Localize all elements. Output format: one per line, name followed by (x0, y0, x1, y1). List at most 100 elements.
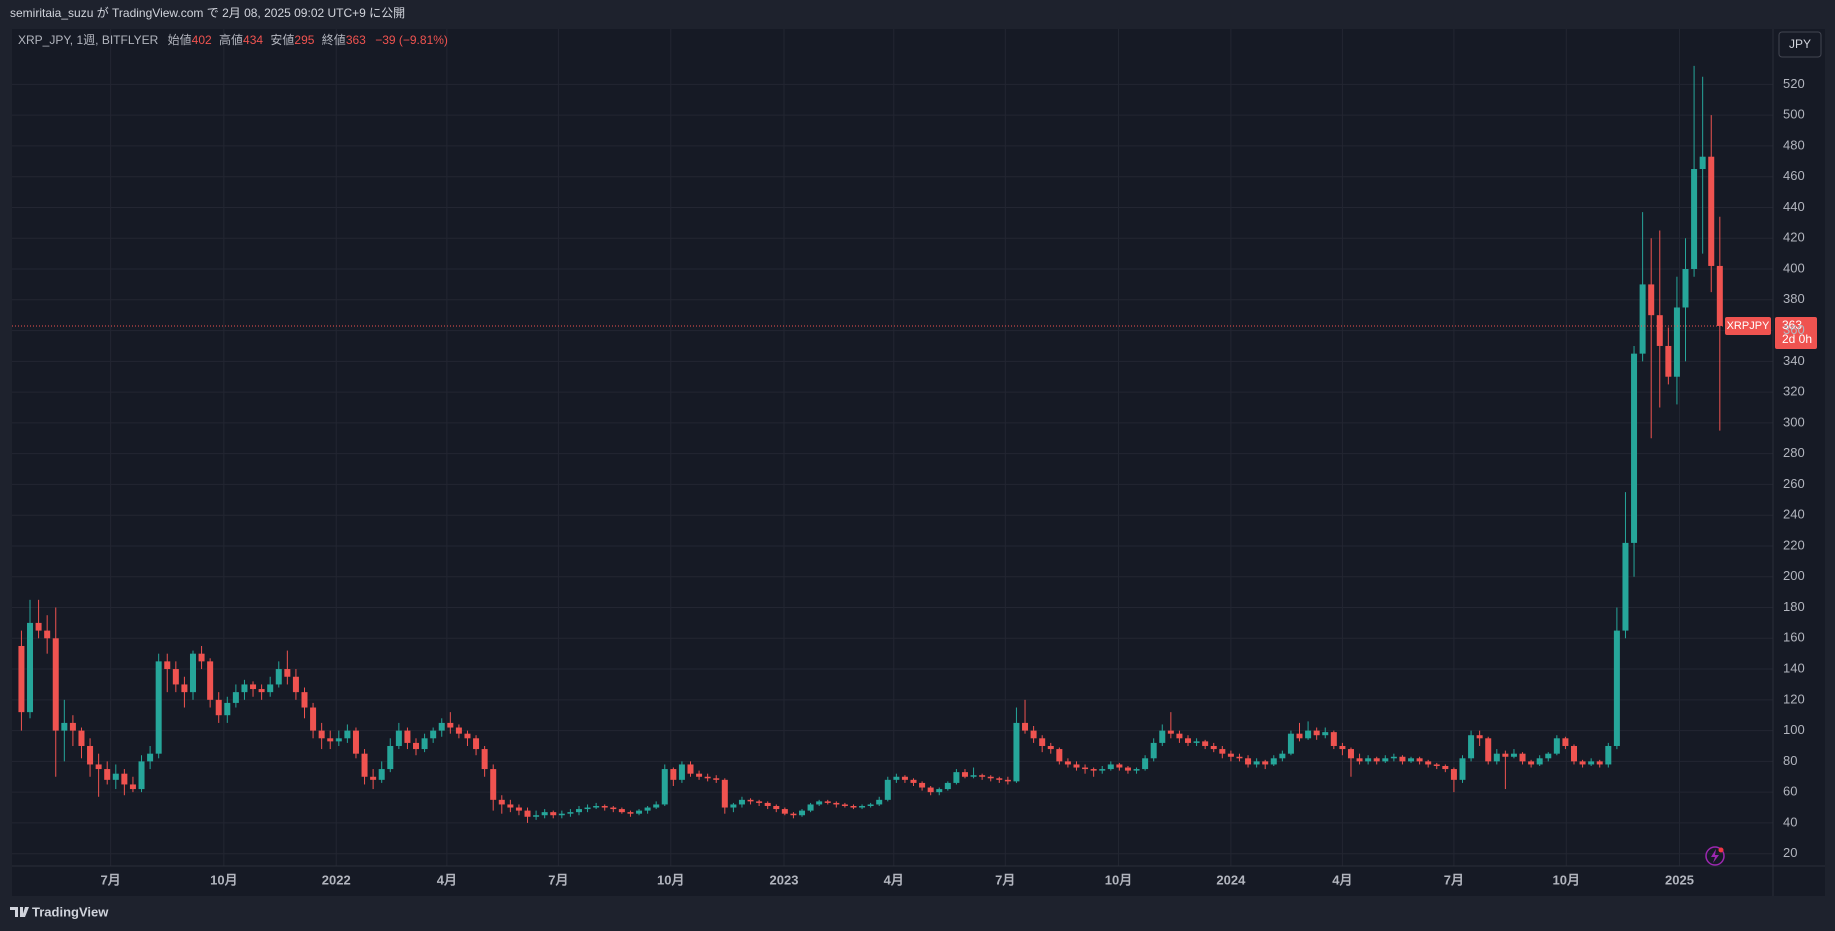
currency-button[interactable] (1778, 31, 1822, 58)
flash-icon[interactable] (1705, 846, 1725, 866)
candle-body (447, 722, 454, 728)
y-tick-label: 420 (1783, 230, 1805, 245)
candle-body (910, 779, 917, 783)
candle-body (284, 669, 291, 677)
candle-body (1699, 156, 1706, 170)
candle-body (961, 772, 968, 777)
candle-body (164, 661, 171, 670)
candle-body (1459, 758, 1466, 780)
candle-body (876, 799, 883, 805)
candle-body (936, 789, 943, 793)
candle-body (1322, 732, 1329, 736)
candle-body (593, 805, 600, 808)
candle-body (1073, 764, 1080, 768)
y-tick-label: 120 (1783, 691, 1805, 706)
candle-body (1176, 733, 1183, 739)
candle-body (1648, 284, 1655, 316)
candle-body (250, 684, 257, 690)
close-value: 363 (346, 33, 366, 47)
candle-body (1227, 753, 1234, 757)
candle-body (1262, 761, 1269, 765)
x-tick-label: 4月 (437, 872, 457, 887)
candle-body (533, 815, 540, 817)
candle-body (816, 801, 823, 805)
candle-body (241, 684, 248, 693)
candle-body (1605, 745, 1612, 765)
candle-body (1296, 733, 1303, 739)
legend: XRP_JPY, 1週, BITFLYER 始値402 高値434 安値295 … (18, 32, 448, 47)
candle-body (507, 804, 514, 808)
candle-body (387, 745, 394, 770)
candle-body (1691, 169, 1698, 270)
candle-body (1425, 761, 1432, 765)
candle-body (704, 776, 711, 779)
candle-body (601, 805, 608, 808)
candle-body (232, 692, 239, 703)
candle-body (352, 730, 359, 754)
candle-body (198, 653, 205, 662)
x-tick-label: 10月 (210, 872, 237, 887)
candle-body (721, 779, 728, 808)
candle-body (696, 773, 703, 777)
low-value: 295 (294, 33, 314, 47)
candle-body (112, 773, 119, 780)
candle-body (730, 804, 737, 808)
y-tick-label: 460 (1783, 168, 1805, 183)
candle-body (524, 810, 531, 817)
candle-body (970, 775, 977, 777)
chart-pane (12, 29, 1825, 896)
currency-label[interactable]: JPY (1789, 37, 1811, 51)
candle-body (1193, 741, 1200, 743)
candle-body (627, 812, 634, 814)
candle-body (1476, 735, 1483, 739)
candle-body (713, 778, 720, 780)
candle-body (1716, 265, 1723, 326)
candle-body (1519, 753, 1526, 762)
candle-body (1142, 758, 1149, 770)
candle-body (807, 804, 814, 811)
candle-body (498, 799, 505, 805)
countdown: 2d 0h (1782, 332, 1812, 346)
candle-body (335, 738, 342, 742)
y-tick-label: 480 (1783, 137, 1805, 152)
y-tick-label: 500 (1783, 107, 1805, 122)
x-tick-label: 4月 (884, 872, 904, 887)
candle-body (1365, 758, 1372, 762)
x-tick-label: 7月 (548, 872, 568, 887)
candle-body (1236, 756, 1243, 759)
candle-body (1588, 761, 1595, 765)
y-tick-label: 280 (1783, 445, 1805, 460)
candle-body (1107, 764, 1114, 770)
candle-body (1210, 745, 1217, 750)
candle-body (781, 809, 788, 814)
candle-body (129, 784, 136, 790)
candle-body (1022, 722, 1029, 731)
candle-body (1167, 730, 1174, 734)
candle-body (267, 684, 274, 693)
candle-body (1099, 769, 1106, 771)
candle-body (27, 622, 34, 713)
candle-body (773, 805, 780, 810)
x-tick-label: 2022 (322, 872, 351, 887)
price-tag (1775, 316, 1817, 349)
candle-body (215, 699, 222, 716)
candle-body (258, 689, 265, 693)
candle-body (515, 807, 522, 811)
candle-body (859, 805, 866, 808)
candle-body (1596, 761, 1603, 765)
candle-body (224, 702, 231, 716)
candle-body (1279, 753, 1286, 759)
y-tick-label: 200 (1783, 568, 1805, 583)
candle-body (884, 779, 891, 800)
candle-body (1545, 753, 1552, 759)
y-tick-label: 360 (1783, 322, 1805, 337)
y-tick-label: 340 (1783, 353, 1805, 368)
candle-body (550, 812, 557, 816)
candle-body (610, 807, 617, 810)
y-tick-label: 440 (1783, 199, 1805, 214)
change: −39 (−9.81%) (375, 33, 448, 47)
candle-body (1004, 779, 1011, 782)
candle-body (1468, 735, 1475, 759)
candle-body (1553, 738, 1560, 754)
